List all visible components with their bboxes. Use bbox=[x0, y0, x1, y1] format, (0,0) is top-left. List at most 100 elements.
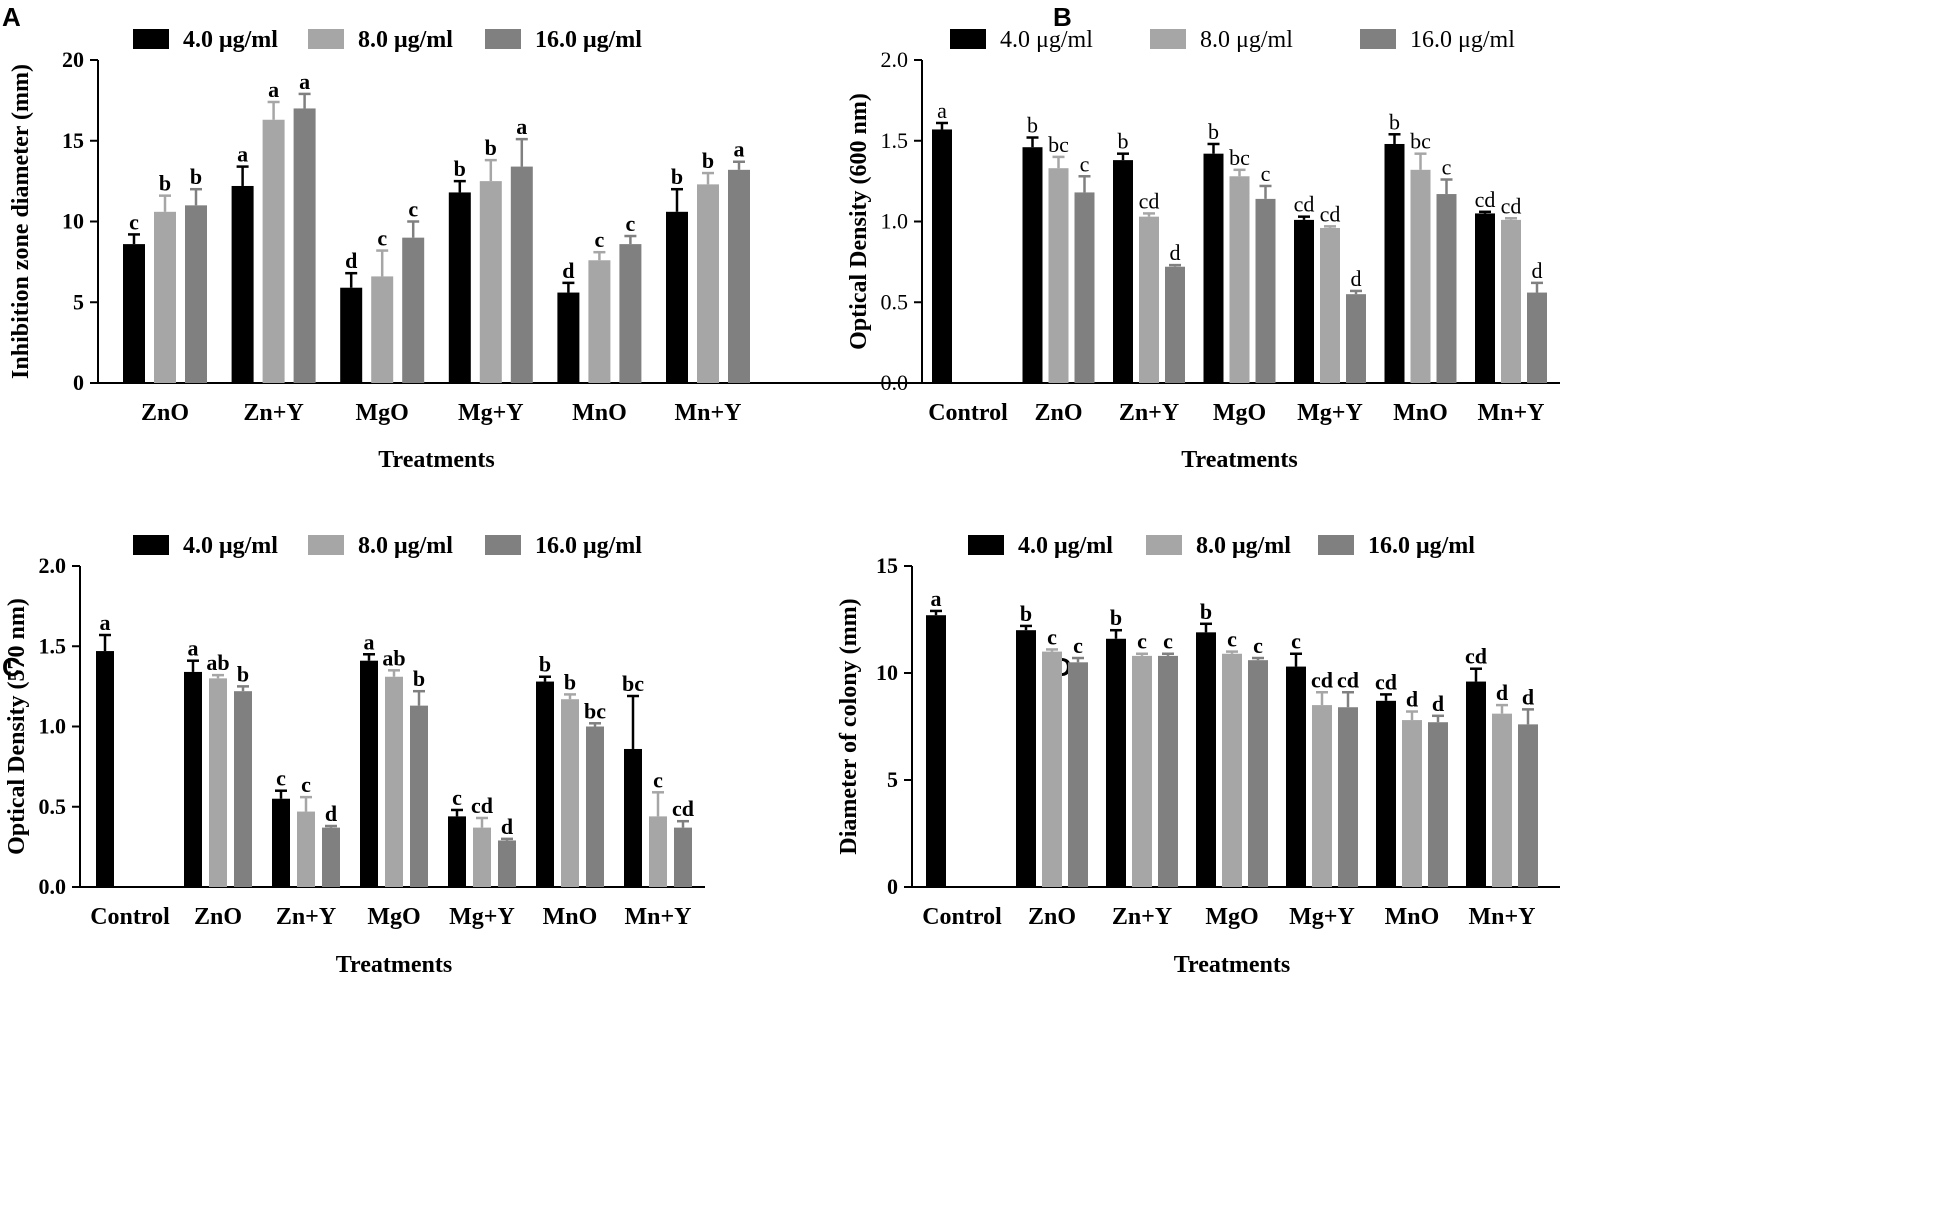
y-tick-label: 0.0 bbox=[881, 370, 909, 395]
bar-16ug bbox=[322, 827, 340, 887]
x-tick-label: Zn+Y bbox=[243, 400, 303, 426]
bar-8ug bbox=[588, 260, 611, 383]
bar-4ug bbox=[1376, 700, 1396, 887]
y-tick-label: 1.0 bbox=[39, 714, 67, 739]
bar-8ug bbox=[1132, 655, 1152, 887]
bar-4ug bbox=[448, 192, 471, 383]
significance-letter: b bbox=[1389, 109, 1400, 134]
legend-swatch-16ug bbox=[485, 29, 521, 49]
bar-16ug bbox=[293, 108, 316, 383]
legend-label-8ug: 8.0 μg/ml bbox=[1200, 27, 1293, 53]
panel-letter-c: C bbox=[2, 652, 21, 682]
bar-4ug bbox=[231, 185, 254, 383]
x-axis-title: Treatments bbox=[1181, 447, 1297, 473]
significance-letter: c bbox=[595, 227, 605, 252]
significance-letter: d bbox=[562, 258, 574, 283]
significance-letter: b bbox=[237, 661, 249, 686]
significance-letter: cd bbox=[672, 796, 694, 821]
significance-letter: c bbox=[1047, 624, 1057, 649]
y-tick-label: 1.0 bbox=[881, 209, 909, 234]
x-tick-label: ZnO bbox=[1034, 400, 1082, 426]
bar-4ug bbox=[340, 287, 363, 383]
bar-16ug bbox=[1248, 660, 1268, 887]
significance-letter: c bbox=[452, 785, 462, 810]
significance-letter: a bbox=[937, 98, 947, 123]
significance-letter: ab bbox=[382, 645, 405, 670]
y-tick-label: 2.0 bbox=[881, 47, 909, 72]
significance-letter: c bbox=[1291, 629, 1301, 654]
significance-letter: d bbox=[1496, 680, 1508, 705]
bar-8ug bbox=[697, 184, 719, 383]
bar-8ug bbox=[209, 678, 227, 887]
bar-4ug bbox=[666, 211, 688, 383]
significance-letter: a bbox=[364, 629, 375, 654]
significance-letter: cd bbox=[1294, 192, 1315, 217]
panel-letter-a: A bbox=[2, 2, 21, 32]
significance-letter: b bbox=[159, 171, 171, 196]
bar-16ug bbox=[410, 705, 428, 887]
y-tick-label: 0.5 bbox=[881, 289, 909, 314]
legend-swatch-4ug bbox=[133, 535, 169, 555]
significance-letter: cd bbox=[1501, 193, 1522, 218]
legend-swatch-4ug bbox=[968, 535, 1004, 555]
significance-letter: b bbox=[564, 669, 576, 694]
bar-8ug bbox=[385, 676, 403, 887]
significance-letter: b bbox=[485, 135, 497, 160]
y-tick-label: 0 bbox=[73, 370, 84, 395]
y-tick-label: 2.0 bbox=[39, 553, 67, 578]
y-tick-label: 1.5 bbox=[39, 633, 67, 658]
bar-8ug bbox=[649, 816, 667, 887]
significance-letter: d bbox=[1170, 240, 1181, 265]
bar-8ug bbox=[1492, 713, 1512, 887]
bar-16ug bbox=[498, 840, 516, 887]
bar-16ug bbox=[674, 827, 692, 887]
significance-letter: d bbox=[1351, 266, 1362, 291]
y-tick-label: 10 bbox=[62, 209, 84, 234]
significance-letter: cd bbox=[1465, 644, 1487, 669]
bar-16ug bbox=[234, 691, 252, 887]
bar-4ug bbox=[624, 748, 642, 887]
x-tick-label: MgO bbox=[367, 904, 420, 930]
y-tick-label: 20 bbox=[62, 47, 84, 72]
bar-16ug bbox=[1255, 198, 1276, 383]
bar-8ug bbox=[1222, 653, 1242, 887]
bar-8ug bbox=[1402, 720, 1422, 887]
bar-4ug bbox=[184, 671, 202, 887]
bar-8ug bbox=[1410, 169, 1431, 383]
bar-4ug bbox=[1475, 213, 1495, 383]
bar-8ug bbox=[1229, 176, 1250, 383]
bar-8ug bbox=[154, 211, 176, 383]
significance-letter: b bbox=[1200, 599, 1212, 624]
legend-swatch-16ug bbox=[1318, 535, 1354, 555]
x-tick-label: Mg+Y bbox=[449, 904, 515, 930]
y-tick-label: 5 bbox=[73, 289, 84, 314]
bar-8ug bbox=[1042, 651, 1062, 887]
legend-label-16ug: 16.0 μg/ml bbox=[535, 533, 642, 559]
significance-letter: bc bbox=[1048, 132, 1069, 157]
significance-letter: d bbox=[1406, 687, 1418, 712]
panel-b: B Optical Density (600 nm) Treatments 4.… bbox=[846, 2, 1560, 473]
bar-8ug bbox=[473, 827, 491, 887]
bar-8ug bbox=[1048, 168, 1069, 383]
bar-4ug bbox=[272, 798, 290, 887]
x-tick-label: MnO bbox=[1393, 400, 1448, 426]
significance-letter: a bbox=[188, 636, 199, 661]
significance-letter: d bbox=[325, 801, 337, 826]
significance-letter: cd bbox=[1375, 669, 1397, 694]
significance-letter: b bbox=[413, 666, 425, 691]
bar-4ug bbox=[932, 129, 952, 383]
y-axis-title: Optical Density (600 nm) bbox=[846, 93, 872, 350]
legend-label-4ug: 4.0 μg/ml bbox=[1018, 533, 1113, 559]
significance-letter: c bbox=[1442, 155, 1452, 180]
significance-letter: a bbox=[734, 137, 745, 162]
significance-letter: bc bbox=[622, 671, 644, 696]
significance-letter: c bbox=[276, 766, 286, 791]
significance-letter: c bbox=[129, 209, 139, 234]
bar-16ug bbox=[728, 169, 750, 383]
bar-16ug bbox=[185, 205, 207, 383]
bar-16ug bbox=[402, 237, 425, 383]
y-axis-title: Inhibition zone diameter (mm) bbox=[8, 64, 34, 379]
y-tick-label: 1.5 bbox=[881, 128, 909, 153]
significance-letter: a bbox=[268, 77, 279, 102]
significance-letter: c bbox=[377, 226, 387, 251]
